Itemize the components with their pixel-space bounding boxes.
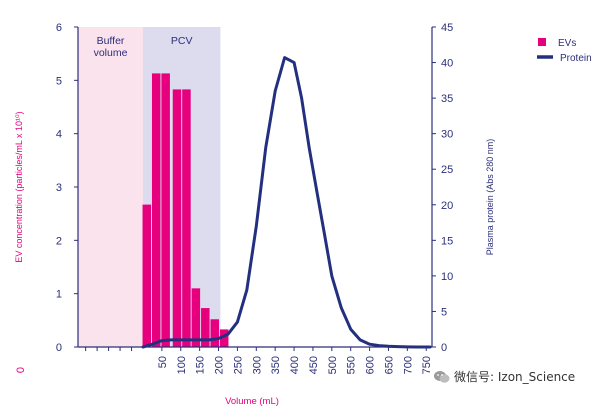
region-label-1-line1: PCV: [171, 35, 193, 47]
x-tick-label: 50: [157, 356, 169, 368]
x-tick-label: 500: [327, 356, 339, 374]
x-tick-label: 100: [176, 356, 188, 374]
x-tick-label: 250: [232, 356, 244, 374]
wechat-icon: [434, 370, 450, 383]
ev-bar: [182, 89, 191, 348]
x-tick-label: 300: [251, 356, 263, 374]
region-label-0-line2: volume: [94, 47, 128, 59]
protein-line: [141, 56, 432, 349]
x-tick-label: 200: [214, 356, 226, 374]
left-tick-label: 0: [56, 342, 62, 354]
legend: EVs Protein: [537, 38, 592, 64]
region-buffer-volume: [78, 27, 143, 347]
watermark: 微信号: Izon_Science: [434, 368, 575, 385]
left-tick-label: 2: [56, 235, 62, 247]
legend-evs-label: EVs: [558, 38, 576, 49]
right-tick-label: 15: [441, 235, 453, 247]
left-tick-label: 3: [56, 182, 62, 194]
right-tick-label: 5: [441, 306, 447, 318]
right-tick-label: 0: [441, 342, 447, 354]
right-axis-title: Plasma protein (Abs 280 nm): [485, 139, 495, 256]
protein-line-layer: [141, 56, 432, 349]
watermark-text: 微信号: Izon_Science: [454, 370, 576, 384]
legend-protein-label: Protein: [560, 53, 592, 64]
x-tick-label: 400: [289, 356, 301, 374]
right-tick-label: 35: [441, 93, 453, 105]
x-tick-label: 700: [402, 356, 414, 374]
right-tick-label: 10: [441, 271, 453, 283]
x-tick-label: 550: [346, 356, 358, 374]
right-tick-label: 20: [441, 200, 453, 212]
x-tick-label: 450: [308, 356, 320, 374]
x-tick-label: 750: [421, 356, 433, 374]
ev-bar: [151, 73, 161, 348]
ev-bar: [201, 308, 210, 347]
ev-bar: [219, 329, 229, 347]
ev-bar: [161, 73, 170, 348]
right-tick-label: 25: [441, 164, 453, 176]
left-tick-label: 4: [56, 129, 62, 141]
right-tick-label: 45: [441, 22, 453, 34]
ev-bar: [172, 89, 182, 348]
right-tick-label: 30: [441, 129, 453, 141]
left-tick-label: 6: [56, 22, 62, 34]
right-tick-label: 40: [441, 58, 453, 70]
x-tick-label: 150: [195, 356, 207, 374]
x-tick-label: 600: [365, 356, 377, 374]
x-tick-label: 350: [270, 356, 282, 374]
ev-bar: [210, 319, 219, 347]
left-axis-title: EV concentration (particles/mL x 10¹⁰): [14, 111, 24, 262]
x-zero-label: 0: [15, 367, 27, 373]
x-tick-label: 650: [383, 356, 395, 374]
ev-bar: [191, 288, 201, 347]
ev-bar: [142, 204, 152, 347]
region-label-0-line1: Buffer: [97, 35, 125, 47]
x-axis-title: Volume (mL): [225, 396, 279, 407]
left-tick-label: 1: [56, 289, 62, 301]
legend-evs-swatch: [538, 38, 546, 46]
ev-bars: [142, 73, 229, 348]
left-tick-label: 5: [56, 75, 62, 87]
